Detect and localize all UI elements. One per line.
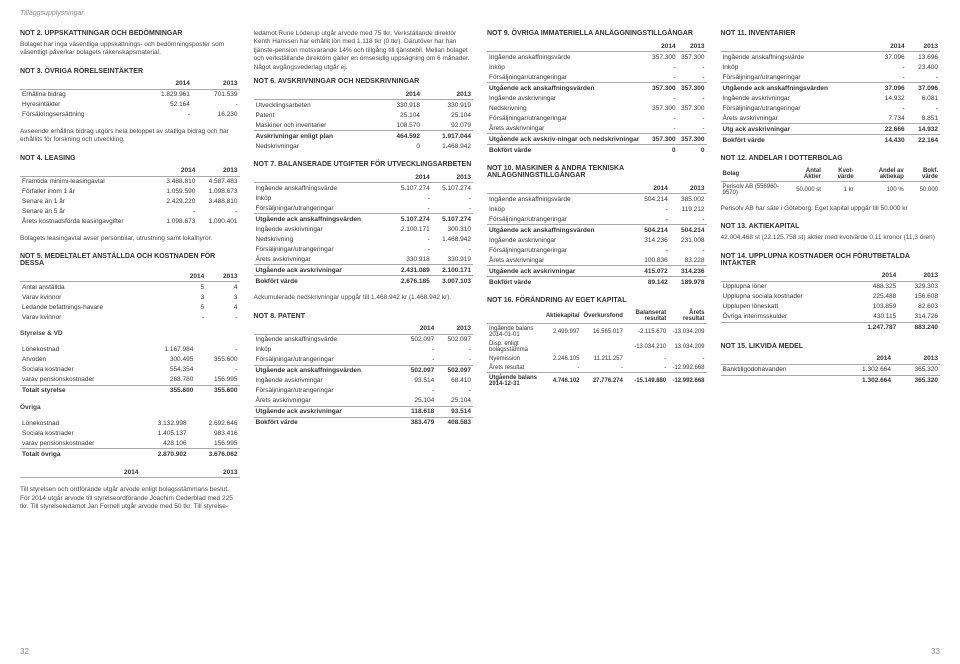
not12-title: NOT 12. ANDELAR I DOTTERBOLAG xyxy=(721,155,941,162)
page-header: Tilläggsupplysningar xyxy=(20,10,84,17)
not4-table: 20142013 Framtida minimi-leasingavtal3.4… xyxy=(20,166,240,227)
not7-note: Ackumulerade nedskrivningar uppgår till … xyxy=(254,294,474,302)
not5-table-1: 20142013 Antal anställda54 Varav kvinnor… xyxy=(20,271,240,322)
not12-note: Perisolv AB har säte i Göteborg. Eget ka… xyxy=(721,205,941,213)
column-4: NOT 11. INVENTARIER 20142013 Ingående an… xyxy=(721,30,941,521)
not7-title: NOT 7. BALANSERADE UTGIFTER FÖR UTVECKLI… xyxy=(254,161,474,168)
not5-table-3: Lönekostnad3.132.9982.692.646 Sociala ko… xyxy=(20,418,240,459)
not6-title: NOT 6. AVSKRIVNINGAR OCH NEDSKRIVNINGAR xyxy=(254,78,474,85)
not10-title: NOT 10. MASKINER & ANDRA TEKNISKA ANLÄGG… xyxy=(487,165,707,179)
not8-table: 20142013 Ingående anskaffningsvärde502.0… xyxy=(254,324,474,428)
page-content: NOT 2. UPPSKATTNINGAR OCH BEDÖMNINGAR Bo… xyxy=(0,0,960,531)
not11-title: NOT 11. INVENTARIER xyxy=(721,30,941,37)
not15-title: NOT 15. LIKVIDA MEDEL xyxy=(721,343,941,350)
not14-title: NOT 14. UPPLUPNA KOSTNADER OCH FÖRUTBETA… xyxy=(721,253,941,267)
not13-text: 42.004.468 st (22.125.758 st) aktier med… xyxy=(721,234,941,242)
not2-text: Bolaget har inga väsentliga uppskattning… xyxy=(20,41,240,58)
not10-table: 20142013 Ingående anskaffningsvärde504.2… xyxy=(487,183,707,287)
not4-title: NOT 4. LEASING xyxy=(20,155,240,162)
not3-note: Avseende erhållna bidrag utgörs hela bel… xyxy=(20,128,240,145)
not6-table: 20142013 Utvecklingsarbeten330.918330.91… xyxy=(254,89,474,151)
not15-table: 20142013 Banktillgodohavanden1.302.66436… xyxy=(721,354,941,386)
not9-title: NOT 9. ÖVRIGA IMMATERIELLA ANLÄGGNINGSTI… xyxy=(487,30,707,37)
not2-title: NOT 2. UPPSKATTNINGAR OCH BEDÖMNINGAR xyxy=(20,30,240,37)
not3-table: 20142013 Erhållna bidrag1.829.961701.539… xyxy=(20,79,240,120)
not13-title: NOT 13. AKTIEKAPITAL xyxy=(721,223,941,230)
not8-title: NOT 8. PATENT xyxy=(254,313,474,320)
not16-title: NOT 16. FÖRÄNDRING AV EGET KAPITAL xyxy=(487,297,707,304)
not14-table: 20142013 Upplupna löner488.325329.303 Up… xyxy=(721,271,941,333)
not5-sub1: Styrelse & VD xyxy=(20,330,240,338)
not3-title: NOT 3. ÖVRIGA RÖRELSEINTÄKTER xyxy=(20,68,240,75)
not5-title: NOT 5. MEDELTALET ANSTÄLLDA OCH KOSTNADE… xyxy=(20,253,240,267)
not5-table-2: Lönekostnad1.167.984- Arvoden300.495355.… xyxy=(20,345,240,396)
col2-intro: ledamot Rune Löderup utgår arvode med 75… xyxy=(254,30,474,72)
not4-note: Bolagets leasingavtal avser personbilar,… xyxy=(20,235,240,243)
page-number-left: 32 xyxy=(20,647,29,656)
column-3: NOT 9. ÖVRIGA IMMATERIELLA ANLÄGGNINGSTI… xyxy=(487,30,707,521)
column-2: ledamot Rune Löderup utgår arvode med 75… xyxy=(254,30,474,521)
column-1: NOT 2. UPPSKATTNINGAR OCH BEDÖMNINGAR Bo… xyxy=(20,30,240,521)
not5-note: Till styrelsen och ordförande utgår arvo… xyxy=(20,486,240,511)
not7-table: 20142013 Ingående anskaffningsvärde5.107… xyxy=(254,172,474,286)
not16-table: Aktiekapital Överkursfond Balanserat res… xyxy=(487,308,707,388)
not9-table: 20142013 Ingående anskaffningsvärde357.3… xyxy=(487,41,707,155)
not12-table: Bolag Antal Aktier Kvot-värde Andel av a… xyxy=(721,166,941,197)
not11-table: 20142013 Ingående anskaffningsvärde37.09… xyxy=(721,41,941,145)
page-number-right: 33 xyxy=(931,647,940,656)
not5-sub2: Övriga xyxy=(20,404,240,412)
